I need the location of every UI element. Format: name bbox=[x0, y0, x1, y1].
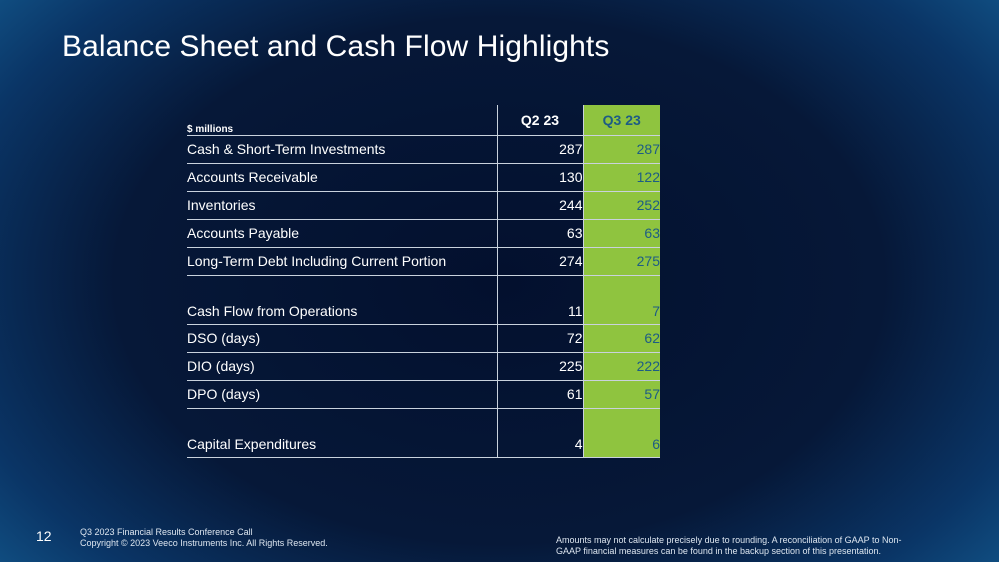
cell-q3: 222 bbox=[582, 352, 660, 381]
row-label: Cash & Short-Term Investments bbox=[187, 135, 497, 164]
cell-q3: 62 bbox=[582, 324, 660, 353]
row-label: Accounts Payable bbox=[187, 219, 497, 248]
cell-q3: 287 bbox=[582, 135, 660, 164]
cell-q2: 287 bbox=[496, 135, 583, 164]
footer-disclaimer: Amounts may not calculate precisely due … bbox=[556, 535, 976, 557]
footer-copyright: Copyright © 2023 Veeco Instruments Inc. … bbox=[80, 538, 328, 548]
table-row: DIO (days) 225 222 bbox=[187, 352, 660, 381]
cell-q3: 7 bbox=[582, 275, 660, 325]
column-header-q2: Q2 23 bbox=[496, 105, 583, 136]
highlights-table: $ millions Q2 23 Q3 23 Cash & Short-Term… bbox=[187, 105, 660, 458]
cell-q3: 63 bbox=[582, 219, 660, 248]
row-label: Inventories bbox=[187, 191, 497, 220]
row-label: DSO (days) bbox=[187, 324, 497, 353]
row-label: DIO (days) bbox=[187, 352, 497, 381]
table-row: Inventories 244 252 bbox=[187, 191, 660, 220]
unit-label: $ millions bbox=[187, 105, 497, 136]
row-label: Cash Flow from Operations bbox=[187, 275, 497, 325]
cell-q3: 122 bbox=[582, 163, 660, 192]
disclaimer-line-2: GAAP financial measures can be found in … bbox=[556, 546, 882, 556]
cell-q2: 130 bbox=[496, 163, 583, 192]
table-row: Long-Term Debt Including Current Portion… bbox=[187, 247, 660, 276]
cell-q3: 275 bbox=[582, 247, 660, 276]
table-row: Accounts Receivable 130 122 bbox=[187, 163, 660, 192]
row-label: Long-Term Debt Including Current Portion bbox=[187, 247, 497, 276]
page-number: 12 bbox=[36, 528, 52, 544]
footer-event-name: Q3 2023 Financial Results Conference Cal… bbox=[80, 527, 253, 537]
cell-q2: 11 bbox=[496, 275, 583, 325]
row-label: Accounts Receivable bbox=[187, 163, 497, 192]
slide-title: Balance Sheet and Cash Flow Highlights bbox=[62, 30, 610, 63]
table-row: Cash Flow from Operations 11 7 bbox=[187, 275, 660, 325]
column-header-q3: Q3 23 bbox=[582, 105, 660, 136]
cell-q3: 6 bbox=[582, 408, 660, 458]
cell-q2: 274 bbox=[496, 247, 583, 276]
cell-q2: 61 bbox=[496, 380, 583, 409]
cell-q3: 57 bbox=[582, 380, 660, 409]
table-row: DPO (days) 61 57 bbox=[187, 380, 660, 409]
table-row: Capital Expenditures 4 6 bbox=[187, 408, 660, 458]
cell-q3: 252 bbox=[582, 191, 660, 220]
cell-q2: 225 bbox=[496, 352, 583, 381]
cell-q2: 63 bbox=[496, 219, 583, 248]
table-row: DSO (days) 72 62 bbox=[187, 324, 660, 353]
disclaimer-line-1: Amounts may not calculate precisely due … bbox=[556, 535, 902, 545]
cell-q2: 4 bbox=[496, 408, 583, 458]
footer-info: Q3 2023 Financial Results Conference Cal… bbox=[80, 527, 328, 549]
table-row: Accounts Payable 63 63 bbox=[187, 219, 660, 248]
row-label: DPO (days) bbox=[187, 380, 497, 409]
cell-q2: 72 bbox=[496, 324, 583, 353]
cell-q2: 244 bbox=[496, 191, 583, 220]
table-row: Cash & Short-Term Investments 287 287 bbox=[187, 135, 660, 164]
table-header-row: $ millions Q2 23 Q3 23 bbox=[187, 105, 660, 136]
row-label: Capital Expenditures bbox=[187, 408, 497, 458]
